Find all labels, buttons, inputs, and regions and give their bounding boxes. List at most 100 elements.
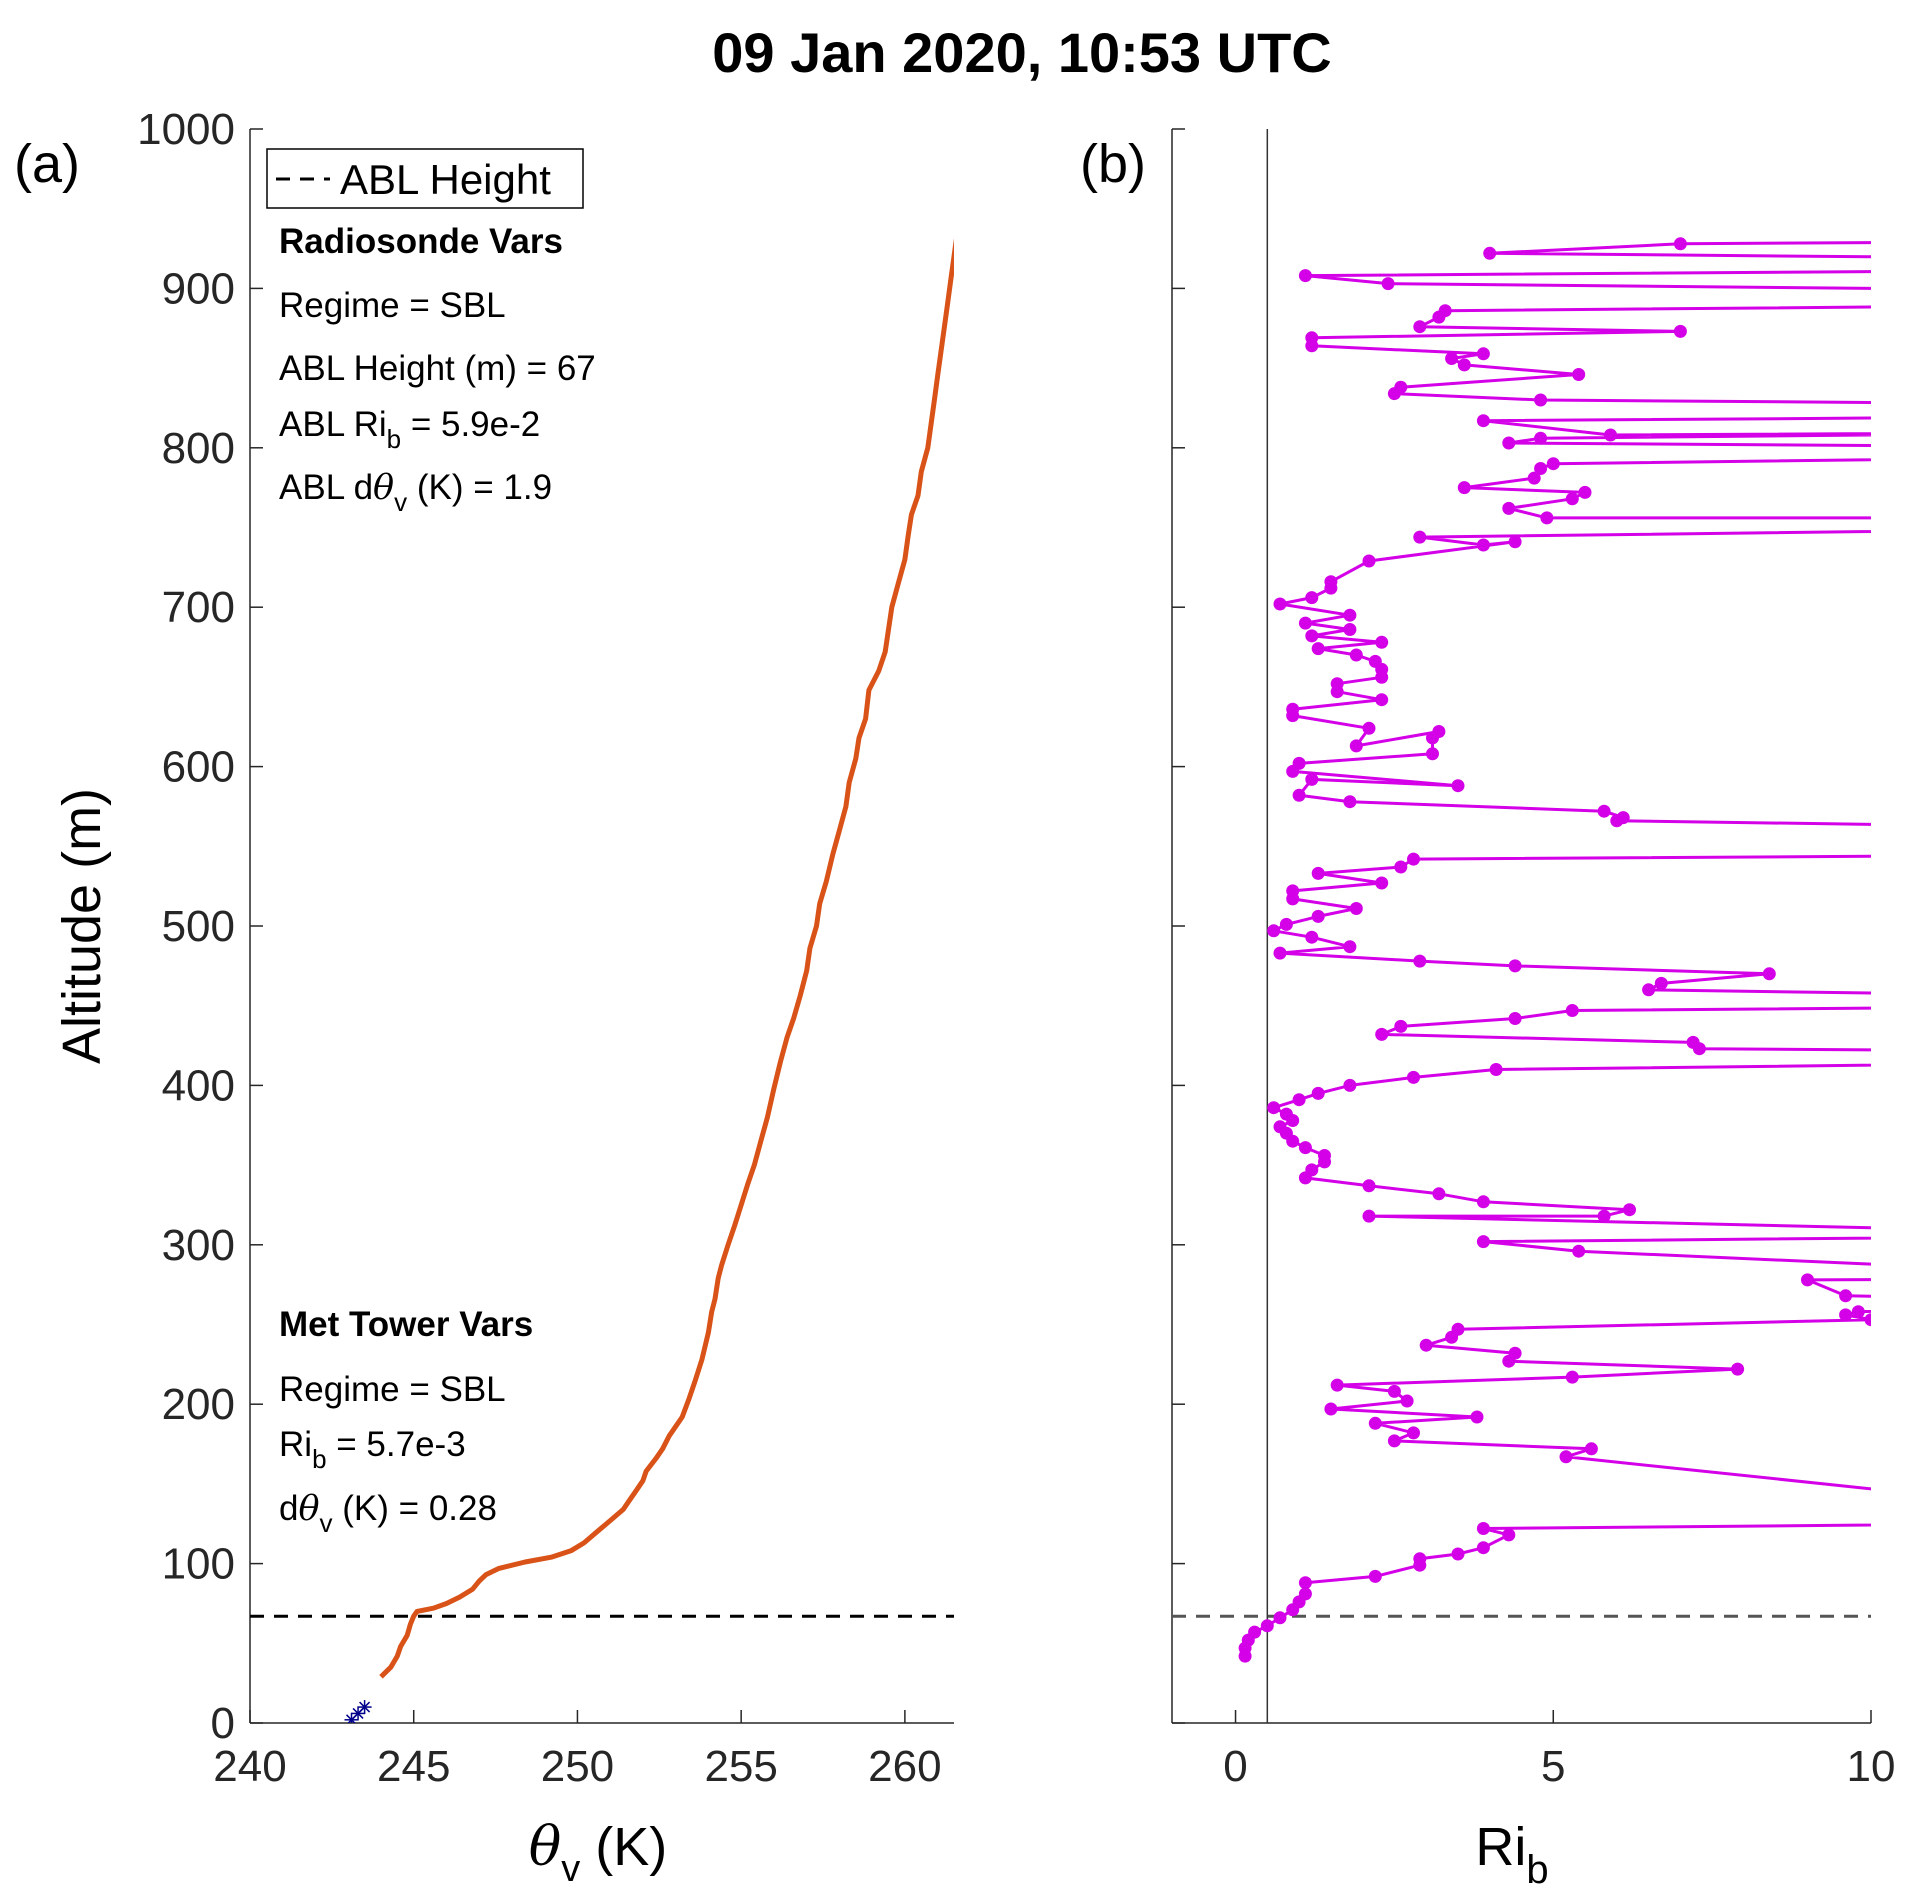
panel-a-y-tick-label: 300: [162, 1221, 235, 1270]
rib-point: [1527, 471, 1541, 485]
rib-point: [1298, 1576, 1312, 1590]
radiosonde-regime: Regime = SBL: [279, 286, 506, 325]
rib-point: [1534, 393, 1548, 407]
rib-point: [1305, 331, 1319, 345]
rib-point: [1394, 860, 1408, 874]
panel-a-x-tick-label: 240: [213, 1742, 286, 1791]
rib-point: [1407, 852, 1420, 866]
rib-point: [1864, 1313, 1871, 1327]
rib-point: [1451, 1322, 1465, 1336]
panel-a-x-tick-label: 255: [704, 1742, 777, 1791]
panel-a-x-tick-label: 245: [377, 1742, 450, 1791]
panel-b-y-axis: [1171, 128, 1185, 1724]
panel-a: (a) 0 100 200 300 400 500 600 700 800 900 1000 240…: [14, 105, 954, 1890]
rib-point: [1305, 930, 1319, 944]
radiosonde-abl-rib-sub: b: [387, 424, 401, 454]
panel-a-y-tick-label: 400: [162, 1061, 235, 1110]
rib-point: [1286, 702, 1300, 716]
panel-a-y-tick-label: 200: [162, 1380, 235, 1429]
rib-point: [1324, 575, 1338, 589]
panel-a-y-axis: 0 100 200 300 400 500 600 700 800 900 1000: [137, 105, 263, 1748]
rib-point: [1349, 648, 1363, 662]
rib-point: [1502, 436, 1516, 450]
rib-point: [1343, 608, 1357, 622]
rib-point: [1248, 1625, 1262, 1639]
rib-point: [1279, 917, 1293, 931]
rib-point: [1375, 876, 1389, 890]
tower-dtheta-sub: v: [320, 1508, 333, 1538]
rib-point: [1413, 1552, 1427, 1566]
tower-rib-pre: Ri: [279, 1425, 312, 1464]
rib-point: [1368, 1569, 1382, 1583]
panel-a-y-tick-label: 700: [162, 583, 235, 632]
rib-point: [1362, 1179, 1376, 1193]
panel-a-xlabel-unit: (K): [580, 1817, 667, 1877]
tower-header: Met Tower Vars: [279, 1305, 533, 1344]
rib-point: [1572, 1244, 1586, 1258]
panel-a-x-axis: 240 245 250 255 260: [213, 1710, 954, 1791]
rib-point: [1597, 804, 1611, 818]
panel-b-rib-markers: [1238, 237, 1871, 1663]
tower-rib-post: = 5.7e-3: [327, 1425, 466, 1464]
rib-point: [1362, 1209, 1376, 1223]
rib-point: [1311, 1086, 1325, 1100]
rib-point: [1343, 795, 1357, 809]
rib-point: [1426, 747, 1439, 761]
rib-point: [1508, 535, 1522, 549]
radiosonde-abl-dtheta-sub: v: [394, 487, 407, 517]
panel-b-x-axis: 0 5 10: [1172, 1710, 1895, 1791]
panel-b-x-tick-label: 0: [1223, 1742, 1247, 1791]
rib-point: [1305, 772, 1319, 786]
tower-asterisk-stroke: [359, 1701, 371, 1713]
rib-point: [1839, 1308, 1853, 1322]
rib-point: [1413, 530, 1427, 544]
rib-point: [1343, 623, 1357, 636]
rib-point: [1565, 1370, 1579, 1384]
rib-point: [1318, 1149, 1331, 1162]
tower-dtheta-post: (K) = 0.28: [333, 1489, 497, 1528]
rib-point: [1476, 1541, 1490, 1555]
rib-point: [1394, 380, 1408, 394]
rib-point: [1623, 1203, 1636, 1217]
rib-point: [1432, 1187, 1446, 1201]
tower-dtheta: dθv (K) = 0.28: [279, 1489, 497, 1538]
rib-point: [1597, 1209, 1611, 1223]
rib-point: [1540, 511, 1554, 525]
panel-a-y-tick-label: 0: [211, 1699, 235, 1748]
rib-point: [1267, 924, 1281, 938]
rib-point: [1565, 492, 1579, 506]
rib-point: [1489, 1063, 1503, 1076]
rib-point: [1438, 304, 1452, 318]
rib-point: [1673, 324, 1687, 338]
rib-point: [1476, 538, 1490, 552]
tower-dtheta-theta: θ: [298, 1489, 319, 1529]
rib-point: [1273, 1611, 1287, 1625]
rib-point: [1311, 866, 1325, 880]
rib-point: [1387, 1384, 1401, 1398]
rib-point: [1546, 457, 1560, 471]
figure-title: 09 Jan 2020, 10:53 UTC: [712, 21, 1331, 84]
rib-point: [1476, 1235, 1490, 1249]
rib-point: [1330, 677, 1344, 691]
rib-point: [1565, 1004, 1579, 1017]
rib-point: [1476, 414, 1490, 428]
rib-point: [1508, 1012, 1522, 1025]
rib-point: [1419, 1338, 1433, 1352]
rib-point: [1298, 1587, 1312, 1601]
rib-point: [1286, 884, 1300, 898]
rib-point: [1381, 277, 1395, 291]
panel-a-x-tick-label: 250: [541, 1742, 614, 1791]
rib-point: [1654, 976, 1668, 990]
rib-point: [1508, 1346, 1522, 1360]
rib-point: [1762, 967, 1776, 981]
rib-point: [1324, 1402, 1338, 1416]
rib-point: [1349, 902, 1363, 915]
radiosonde-abl-height: ABL Height (m) = 67: [279, 349, 596, 388]
panel-a-xlabel-sub: v: [561, 1848, 580, 1890]
rib-point: [1470, 1410, 1484, 1424]
rib-point: [1305, 1163, 1319, 1177]
panel-b-xlabel-main: Ri: [1475, 1817, 1526, 1877]
rib-point: [1260, 1619, 1274, 1633]
radiosonde-annotation: Radiosonde Vars Regime = SBL ABL Height …: [279, 222, 596, 517]
tower-asterisk-marker: [357, 1700, 372, 1715]
